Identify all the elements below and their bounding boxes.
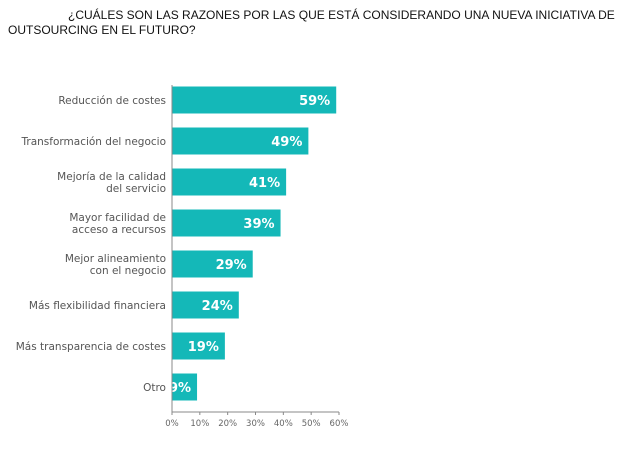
category-label-4-line-1: Mayor facilidad de <box>69 212 166 224</box>
data-label-7: 19% <box>188 340 219 355</box>
data-label-2: 49% <box>271 135 302 150</box>
bar-4 <box>172 209 281 237</box>
data-label-5: 29% <box>216 258 247 273</box>
data-label-4: 39% <box>243 217 274 232</box>
category-label-7: Más transparencia de costes <box>16 341 166 353</box>
category-label-2: Transformación del negocio <box>21 136 166 148</box>
x-tick-label-6: 50% <box>302 419 321 429</box>
data-label-3: 41% <box>249 176 280 191</box>
data-label-6: 24% <box>202 299 233 314</box>
category-label-8: Otro <box>143 382 166 394</box>
category-label-3-line-2: del servicio <box>106 183 166 195</box>
x-tick-label-1: 0% <box>165 419 179 429</box>
x-tick-label-3: 20% <box>218 419 237 429</box>
category-label-1: Reducción de costes <box>58 95 166 107</box>
data-label-1: 59% <box>299 94 330 109</box>
bar-7 <box>172 332 225 360</box>
bar-8 <box>172 373 198 401</box>
chart-title: ¿CUÁLES SON LAS RAZONES POR LAS QUE ESTÁ… <box>8 8 615 37</box>
bar-1 <box>172 86 337 114</box>
category-label-5-line-2: con el negocio <box>90 265 166 277</box>
bar-2 <box>172 127 309 155</box>
bar-3 <box>172 168 287 196</box>
x-tick-label-5: 40% <box>274 419 293 429</box>
category-label-4-line-2: acceso a recursos <box>72 224 166 236</box>
x-tick-label-7: 60% <box>330 419 349 429</box>
data-label-8: 9% <box>169 381 191 396</box>
bar-5 <box>172 250 253 278</box>
bar-6 <box>172 291 239 319</box>
category-label-3-line-1: Mejoría de la calidad <box>57 171 166 183</box>
x-tick-label-4: 30% <box>246 419 265 429</box>
category-label-6: Más flexibilidad financiera <box>29 300 166 312</box>
x-tick-label-2: 10% <box>190 419 209 429</box>
category-label-5-line-1: Mejor alineamiento <box>65 253 166 265</box>
